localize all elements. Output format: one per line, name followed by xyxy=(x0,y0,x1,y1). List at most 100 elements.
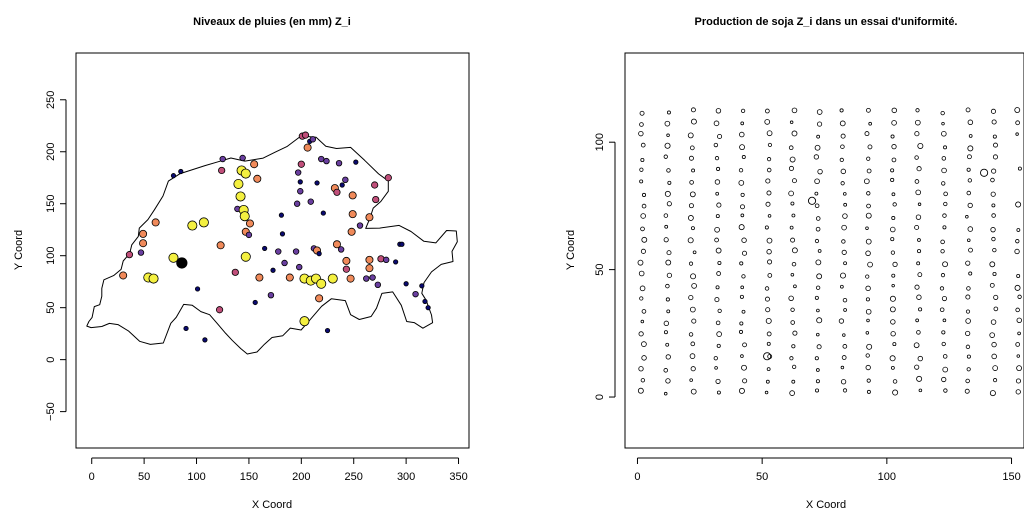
soybean-point xyxy=(690,118,697,125)
soybean-point xyxy=(716,331,722,337)
rainfall-point xyxy=(399,241,405,247)
soybean-point xyxy=(842,344,848,349)
soybean-point xyxy=(916,261,921,266)
rainfall-point xyxy=(187,220,198,231)
soybean-point xyxy=(865,285,871,291)
soybean-point xyxy=(639,110,645,116)
soybean-point xyxy=(992,134,997,139)
rainfall-x-label: X Coord xyxy=(252,499,292,511)
rainfall-point xyxy=(383,256,390,264)
soybean-point xyxy=(690,273,697,280)
rainfall-x-tick-label: 150 xyxy=(240,471,258,483)
rainfall-point xyxy=(309,136,317,143)
soybean-point xyxy=(843,202,848,207)
rainfall-point xyxy=(403,281,409,287)
rainfall-point xyxy=(215,306,224,314)
rainfall-point xyxy=(314,180,320,186)
soybean-point xyxy=(941,156,947,161)
soybean-point xyxy=(640,319,645,324)
rainfall-point xyxy=(267,291,275,299)
soybean-point xyxy=(817,169,823,175)
soybean-point xyxy=(967,178,972,183)
soybean-point xyxy=(968,134,973,138)
soybean-point xyxy=(664,142,671,149)
soybean-point xyxy=(689,180,694,185)
soybean-point xyxy=(814,144,821,151)
soybean-point xyxy=(917,142,924,149)
soybean-point xyxy=(714,237,719,243)
soybean-point xyxy=(916,166,922,172)
soybean-point-large xyxy=(807,196,817,205)
soybean-point xyxy=(941,131,947,137)
soybean-point xyxy=(891,216,896,221)
soybean-point xyxy=(840,181,845,186)
soybean-point xyxy=(842,213,848,219)
soybean-point xyxy=(766,157,772,162)
rainfall-point xyxy=(342,176,349,184)
soybean-point xyxy=(939,286,945,291)
soybean-point xyxy=(967,154,972,160)
soybean-point xyxy=(965,294,971,300)
rainfall-point xyxy=(365,213,374,222)
soybean-point xyxy=(816,134,821,139)
rainfall-point xyxy=(316,251,322,257)
soybean-point xyxy=(1015,389,1021,395)
soybean-point xyxy=(889,295,896,302)
soybean-point xyxy=(715,285,720,290)
soybean-point xyxy=(865,297,870,302)
rainfall-point xyxy=(372,195,380,204)
soybean-point xyxy=(992,154,998,160)
soybean-point xyxy=(789,156,796,163)
soybean-point xyxy=(766,249,772,255)
soybean-point xyxy=(990,227,996,233)
rainfall-point xyxy=(301,131,310,139)
rainfall-point xyxy=(365,255,374,264)
soybean-point xyxy=(990,191,996,197)
rainfall-y-tick-label: 50 xyxy=(45,302,57,314)
soybean-point xyxy=(840,272,846,279)
soybean-point xyxy=(742,378,748,384)
soybean-point xyxy=(816,344,822,350)
soybean-point xyxy=(790,237,796,243)
soybean-point xyxy=(816,317,823,324)
soybean-point xyxy=(1016,228,1021,232)
rainfall-y-tick-label: 200 xyxy=(45,143,57,161)
soybean-point xyxy=(991,203,996,208)
soybean-point xyxy=(813,154,820,160)
soybean-point xyxy=(766,237,773,244)
rainfall-point xyxy=(231,268,239,276)
soybean-point xyxy=(738,224,745,231)
soybean-point xyxy=(989,332,995,338)
soybean-point xyxy=(917,238,921,242)
soybean-point xyxy=(1015,132,1019,136)
soybean-point xyxy=(790,272,795,277)
rainfall-point xyxy=(255,273,264,282)
rainfall-x-tick-label: 350 xyxy=(449,471,467,483)
soybean-point xyxy=(1014,107,1021,113)
rainfall-point xyxy=(218,166,226,175)
soybean-point xyxy=(667,180,672,185)
soybean-point xyxy=(864,178,870,185)
soybean-point xyxy=(943,145,947,150)
soybean-point xyxy=(942,261,948,268)
soybean-point xyxy=(842,192,847,196)
soybean-point xyxy=(665,283,670,289)
rainfall-point xyxy=(353,159,359,165)
rainfall-point xyxy=(245,231,253,239)
soybean-point xyxy=(989,390,996,397)
soybean-point xyxy=(1014,248,1020,255)
soybean-point xyxy=(815,285,821,290)
soybean-point xyxy=(940,249,945,254)
soybean-point xyxy=(864,131,870,137)
soybean-point xyxy=(814,191,819,196)
soybean-point xyxy=(966,190,972,196)
soybean-point xyxy=(942,354,948,359)
rainfall-point xyxy=(327,273,338,284)
soybean-point xyxy=(839,108,844,113)
rainfall-point xyxy=(374,281,382,289)
rainfall-x-tick-label: 250 xyxy=(345,471,363,483)
soybean-point xyxy=(914,364,920,370)
rainfall-point xyxy=(176,257,188,269)
rainfall-point xyxy=(281,259,288,267)
soybean-point xyxy=(664,224,669,229)
